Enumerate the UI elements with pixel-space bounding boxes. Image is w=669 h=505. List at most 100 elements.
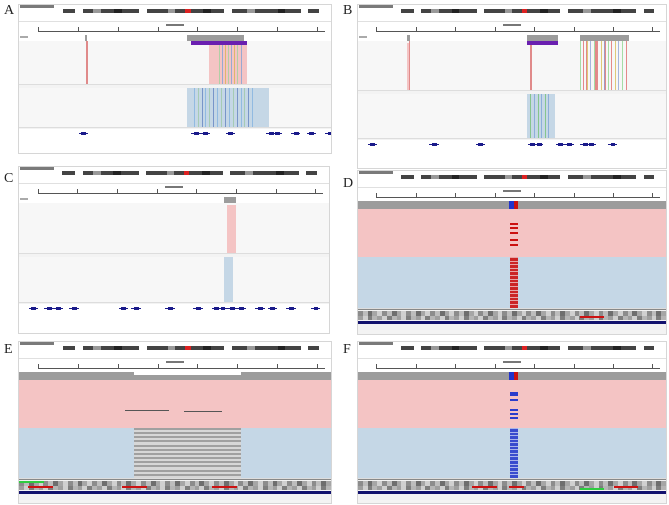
- locus-box[interactable]: [359, 342, 393, 345]
- sequence-base: [661, 316, 666, 320]
- ideogram-band: [504, 175, 513, 179]
- sequence-base: [77, 486, 83, 490]
- sequence-base: [545, 311, 551, 316]
- variant-feature[interactable]: [471, 486, 497, 488]
- ideogram-band: [560, 9, 568, 13]
- ideogram-band: [246, 9, 255, 13]
- locus-box[interactable]: [359, 5, 393, 8]
- mismatch-gap: [510, 275, 519, 277]
- sequence-base: [214, 486, 219, 490]
- sequence-base: [468, 311, 474, 316]
- sequence-base: [175, 481, 180, 486]
- sequence-base: [131, 486, 136, 490]
- green-feature[interactable]: [579, 488, 605, 490]
- locus-box[interactable]: [20, 167, 54, 170]
- ideogram-band: [75, 346, 84, 350]
- ruler-span-indicator: [165, 24, 185, 26]
- sequence-base: [651, 481, 657, 486]
- ideogram-band-labels: [63, 14, 319, 18]
- mismatch-column: [217, 88, 219, 127]
- ruler-tick: [315, 189, 317, 193]
- ideogram-band: [476, 175, 485, 179]
- variant-feature[interactable]: [613, 486, 639, 488]
- mismatch-column: [611, 41, 613, 90]
- ideogram-band: [300, 9, 309, 13]
- gene-feature-bar[interactable]: [358, 491, 666, 494]
- sequence-base: [367, 486, 373, 490]
- locus-box[interactable]: [20, 342, 54, 345]
- read-deletion-line: [184, 410, 222, 412]
- mismatch-column: [231, 41, 233, 84]
- locus-box[interactable]: [20, 5, 54, 8]
- sequence-base: [277, 486, 283, 490]
- sequence-base: [516, 311, 522, 316]
- sequence-base: [637, 481, 642, 486]
- gene-feature-bar[interactable]: [19, 491, 331, 494]
- sequence-base: [87, 481, 93, 486]
- green-feature[interactable]: [19, 481, 44, 483]
- variant-feature[interactable]: [28, 486, 54, 488]
- sequence-track: [358, 486, 666, 490]
- sequence-base: [589, 481, 594, 486]
- ideogram-band: [451, 175, 460, 179]
- ideogram-band: [582, 9, 591, 13]
- sequence-base: [253, 481, 258, 486]
- sequence-base: [641, 311, 647, 316]
- gene-intron-line: [236, 308, 246, 309]
- variant-feature[interactable]: [508, 486, 525, 488]
- sequence-base: [507, 481, 512, 486]
- gene-intron-line: [291, 133, 301, 134]
- ideogram-band: [413, 9, 422, 13]
- ideogram-band-labels: [401, 351, 654, 355]
- mismatch-column: [597, 41, 599, 90]
- sequence-base: [593, 311, 599, 316]
- sequence-base: [194, 486, 200, 490]
- sequence-base: [382, 486, 387, 490]
- ruler-line: [37, 368, 325, 369]
- variant-feature[interactable]: [579, 316, 605, 318]
- sequence-base: [386, 311, 392, 316]
- ideogram-band-labels: [63, 351, 319, 355]
- sequence-base: [646, 311, 652, 316]
- sequence-track: [358, 316, 666, 320]
- variant-feature[interactable]: [212, 486, 238, 488]
- chromosome-ideogram: [19, 167, 329, 183]
- sequence-base: [627, 486, 633, 490]
- mismatch-gap: [510, 474, 519, 476]
- mismatch-column: [221, 88, 223, 127]
- ruler-line: [376, 368, 660, 369]
- sequence-base: [444, 481, 450, 486]
- sequence-base: [598, 481, 604, 486]
- sequence-base: [550, 486, 556, 490]
- position-ruler: [358, 358, 666, 373]
- forward-reads-track: [358, 209, 666, 258]
- gap-band: [134, 465, 241, 468]
- gene-intron-line: [555, 144, 565, 145]
- sequence-base: [92, 486, 97, 490]
- sequence-base: [160, 481, 166, 486]
- gene-feature-bar[interactable]: [358, 321, 666, 324]
- mismatch-gap: [510, 264, 519, 266]
- ideogram-bar: [62, 171, 317, 175]
- sequence-base: [622, 316, 628, 320]
- coverage-bar: [513, 372, 519, 380]
- sequence-base: [391, 481, 397, 486]
- variant-feature[interactable]: [121, 486, 147, 488]
- gap-band: [134, 473, 241, 476]
- sequence-base: [87, 486, 93, 490]
- gene-intron-line: [131, 308, 141, 309]
- sequence-base: [463, 311, 469, 316]
- sequence-base: [145, 486, 151, 490]
- sequence-base: [106, 486, 112, 490]
- sequence-base: [140, 481, 146, 486]
- sequence-track: [358, 481, 666, 486]
- sequence-base: [406, 486, 411, 490]
- gene-intron-line: [211, 308, 222, 309]
- sequence-base: [531, 481, 537, 486]
- sequence-base: [194, 481, 200, 486]
- sequence-base: [492, 316, 498, 320]
- sequence-base: [531, 311, 537, 316]
- sequence-base: [391, 316, 397, 320]
- locus-box[interactable]: [359, 171, 393, 174]
- sequence-base: [545, 316, 551, 320]
